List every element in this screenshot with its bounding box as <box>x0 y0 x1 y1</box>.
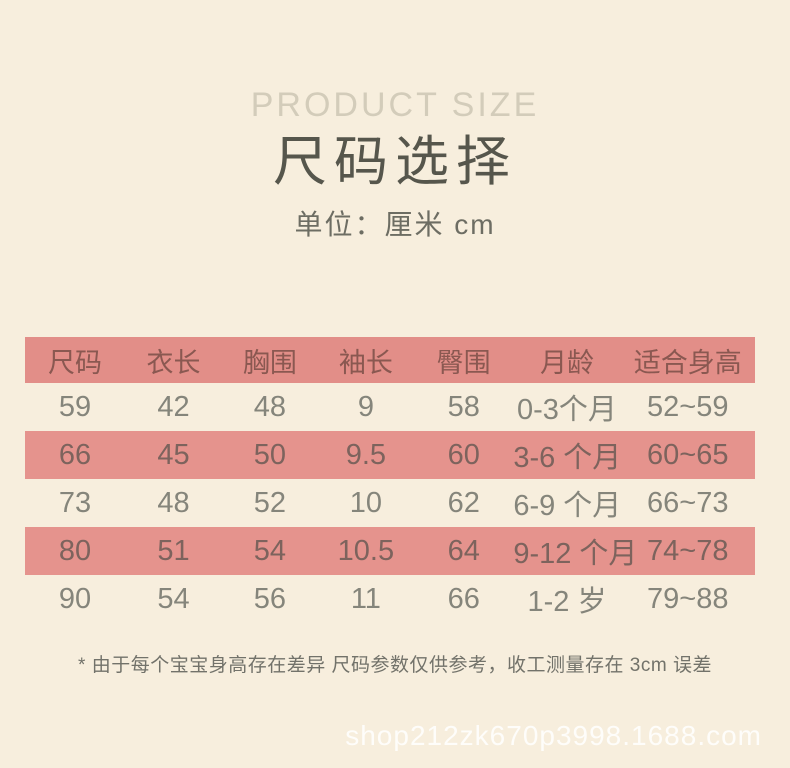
table-row: 90 54 56 11 66 1-2 岁 79~88 <box>25 575 755 623</box>
table-cell: 66 <box>58 438 92 471</box>
shop-watermark: shop212zk670p3998.1688.com <box>345 720 762 751</box>
table-cell: 90 <box>58 582 92 615</box>
table-row: 59 42 48 9 58 0-3个月 52~59 <box>25 383 755 431</box>
unit-label: 单位：厘米 cm <box>294 209 496 240</box>
title-block: PRODUCT SIZE 尺码选择 单位：厘米 cm <box>0 0 790 239</box>
table-cell: 48 <box>253 390 287 423</box>
table-cell: 9 <box>357 390 374 423</box>
table-cell: 66~73 <box>647 486 729 519</box>
subtitle-english: PRODUCT SIZE <box>250 86 540 124</box>
table-cell: 60 <box>447 438 480 471</box>
table-cell: 73 <box>58 486 92 519</box>
table-cell: 10 <box>349 486 383 519</box>
table-cell: 80 <box>58 534 92 567</box>
table-cell: 79~88 <box>647 582 729 615</box>
table-row: 66 45 50 9.5 60 3-6 个月 60~65 <box>25 431 755 479</box>
column-header-hip: 臀围 <box>436 347 491 378</box>
table-cell: 54 <box>157 582 190 615</box>
column-header-height: 适合身高 <box>633 347 742 378</box>
table-cell: 48 <box>157 486 190 519</box>
table-cell: 52~59 <box>647 390 729 423</box>
table-cell: 45 <box>157 438 190 471</box>
table-cell: 66 <box>447 582 480 615</box>
page-title: 尺码选择 <box>273 132 517 192</box>
table-cell: 3-6 个月 <box>513 442 622 474</box>
table-cell: 52 <box>253 486 287 519</box>
table-cell: 60~65 <box>647 438 729 471</box>
table-cell: 64 <box>447 534 480 567</box>
column-header-length: 衣长 <box>146 347 201 378</box>
size-disclaimer-note: * 由于每个宝宝身高存在差异 尺码参数仅供参考，收工测量存在 3cm 误差 <box>78 655 712 676</box>
table-cell: 10.5 <box>337 534 395 567</box>
table-cell: 74~78 <box>647 534 729 567</box>
table-header-row: 尺码 衣长 胸围 袖长 臀围 月龄 适合身高 <box>25 337 755 383</box>
table-cell: 9.5 <box>345 438 387 471</box>
column-header-chest: 胸围 <box>242 347 297 378</box>
table-row: 73 48 52 10 62 6-9 个月 66~73 <box>25 479 755 527</box>
table-cell: 11 <box>350 582 381 615</box>
table-row: 80 51 54 10.5 64 9-12 个月 74~78 <box>25 527 755 575</box>
table-cell: 6-9 个月 <box>513 490 622 522</box>
column-header-size: 尺码 <box>48 347 102 378</box>
table-cell: 50 <box>253 438 287 471</box>
table-cell: 62 <box>447 486 480 519</box>
table-cell: 1-2 岁 <box>527 586 607 618</box>
table-cell: 58 <box>447 390 480 423</box>
table-cell: 54 <box>253 534 287 567</box>
table-cell: 9-12 个月 <box>513 538 638 570</box>
size-table: 尺码 衣长 胸围 袖长 臀围 月龄 适合身高 59 42 48 9 58 0-3… <box>25 337 755 623</box>
table-cell: 42 <box>157 390 190 423</box>
table-cell: 51 <box>157 534 190 567</box>
table-cell: 0-3个月 <box>517 394 617 426</box>
column-header-sleeve: 袖长 <box>338 347 393 378</box>
table-cell: 56 <box>253 582 287 615</box>
table-cell: 59 <box>58 390 92 423</box>
column-header-age: 月龄 <box>539 347 594 378</box>
